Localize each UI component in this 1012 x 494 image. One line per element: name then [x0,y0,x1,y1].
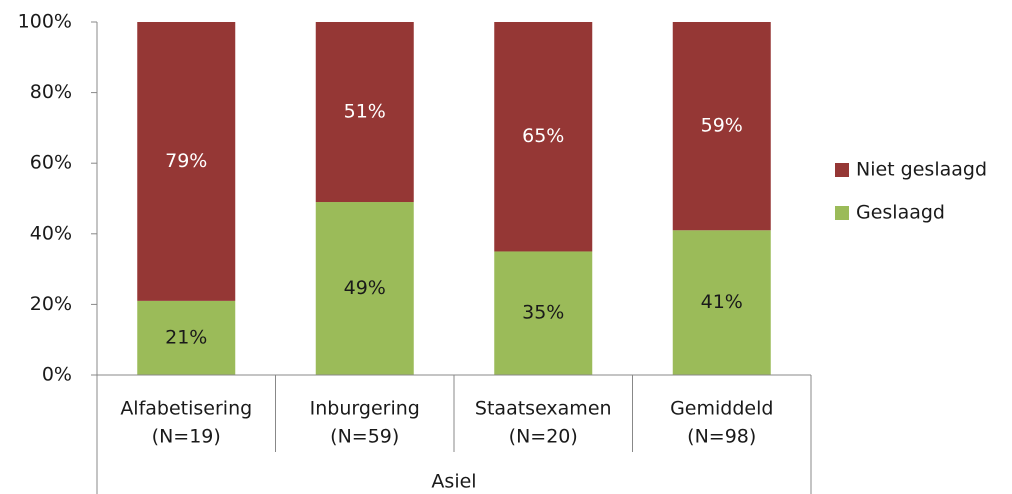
y-tick-label: 60% [30,152,72,174]
data-label: 35% [522,302,564,324]
y-tick-label: 80% [30,81,72,103]
data-label: 49% [344,277,386,299]
bar-segment [137,22,236,301]
bar-segment [137,300,236,375]
y-tick-label: 0% [42,364,72,386]
legend-swatch [835,163,849,177]
data-label: 59% [701,115,743,137]
data-label: 65% [522,125,564,147]
x-tick-label: Inburgering [310,398,420,420]
group-label: Asiel [431,471,476,493]
legend-swatch [835,206,849,220]
legend-label: Niet geslaagd [856,159,987,181]
x-tick-label: (N=59) [330,426,399,448]
data-label: 51% [344,101,386,123]
x-tick-label: (N=20) [509,426,578,448]
x-tick-label: (N=19) [152,426,221,448]
y-tick-label: 100% [18,11,72,33]
bar-segment [315,202,414,375]
data-label: 21% [165,326,207,348]
data-label: 41% [701,291,743,313]
bar-segment [315,22,414,203]
bar-segment [672,22,771,231]
legend-label: Geslaagd [856,202,945,224]
x-tick-label: Staatsexamen [475,398,612,420]
y-tick-label: 40% [30,222,72,244]
bar-segment [494,251,593,375]
bar-segment [672,230,771,375]
x-tick-label: Gemiddeld [670,398,773,420]
data-label: 79% [165,150,207,172]
y-tick-label: 20% [30,293,72,315]
x-tick-label: Alfabetisering [120,398,252,420]
bar-segment [494,22,593,252]
x-tick-label: (N=98) [687,426,756,448]
